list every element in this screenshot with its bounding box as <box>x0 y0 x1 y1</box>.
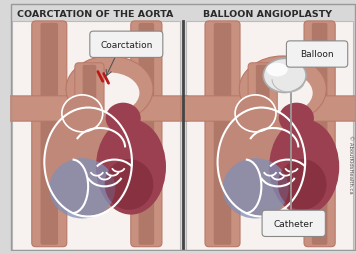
Ellipse shape <box>49 158 115 218</box>
FancyBboxPatch shape <box>90 31 163 57</box>
FancyBboxPatch shape <box>205 21 240 247</box>
Ellipse shape <box>45 108 131 216</box>
Ellipse shape <box>222 158 289 218</box>
Ellipse shape <box>269 119 339 215</box>
FancyBboxPatch shape <box>7 96 94 121</box>
Ellipse shape <box>263 58 306 92</box>
FancyBboxPatch shape <box>130 96 189 121</box>
Bar <box>12 21 180 250</box>
Bar <box>186 21 353 250</box>
Ellipse shape <box>66 56 153 122</box>
Ellipse shape <box>105 159 153 210</box>
FancyBboxPatch shape <box>41 23 58 245</box>
Text: Balloon: Balloon <box>300 51 334 59</box>
Ellipse shape <box>239 56 326 122</box>
Ellipse shape <box>266 63 288 76</box>
Text: Coarctation: Coarctation <box>100 41 152 50</box>
FancyBboxPatch shape <box>32 21 67 247</box>
FancyBboxPatch shape <box>303 96 356 121</box>
FancyBboxPatch shape <box>312 23 328 245</box>
Ellipse shape <box>106 103 141 134</box>
Text: © AboutKidsHealth.ca: © AboutKidsHealth.ca <box>348 135 353 193</box>
Text: COARCTATION OF THE AORTA: COARCTATION OF THE AORTA <box>17 10 173 19</box>
Ellipse shape <box>80 72 140 113</box>
FancyBboxPatch shape <box>75 63 104 168</box>
Text: BALLOON ANGIOPLASTY: BALLOON ANGIOPLASTY <box>203 10 332 19</box>
FancyBboxPatch shape <box>248 63 277 168</box>
FancyBboxPatch shape <box>287 41 348 67</box>
Ellipse shape <box>253 72 313 113</box>
Ellipse shape <box>62 95 103 132</box>
FancyBboxPatch shape <box>138 23 154 245</box>
FancyBboxPatch shape <box>181 96 267 121</box>
Ellipse shape <box>219 108 304 216</box>
Ellipse shape <box>96 119 166 215</box>
FancyBboxPatch shape <box>83 65 96 166</box>
Ellipse shape <box>279 103 314 134</box>
FancyBboxPatch shape <box>256 65 269 166</box>
FancyBboxPatch shape <box>131 21 162 247</box>
Text: Catheter: Catheter <box>274 220 314 229</box>
FancyBboxPatch shape <box>304 21 335 247</box>
Ellipse shape <box>235 95 276 132</box>
FancyBboxPatch shape <box>214 23 231 245</box>
FancyBboxPatch shape <box>262 210 325 236</box>
Ellipse shape <box>278 159 326 210</box>
